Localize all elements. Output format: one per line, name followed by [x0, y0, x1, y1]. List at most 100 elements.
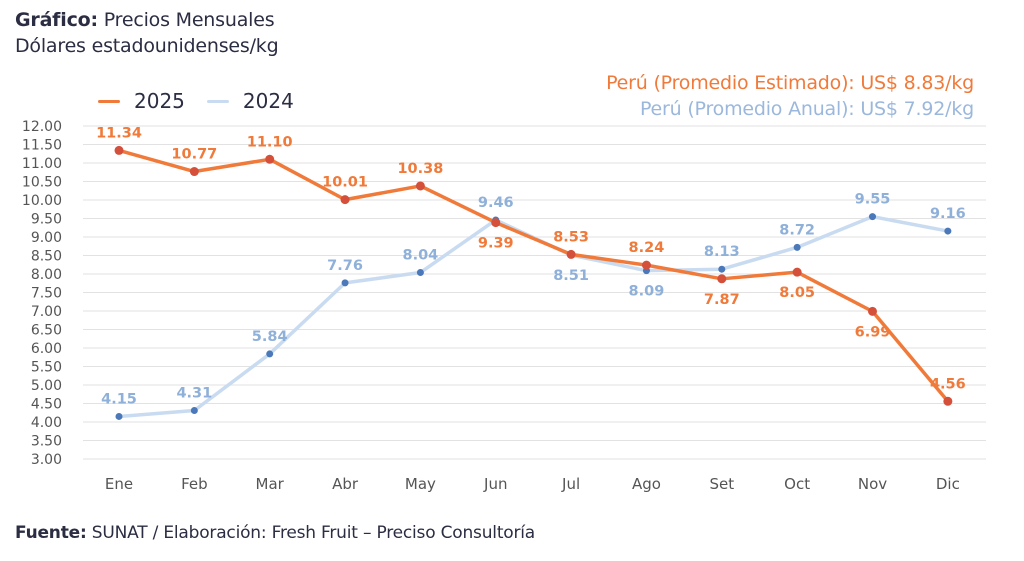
x-tick-label: Dic — [936, 475, 960, 493]
data-point-2024 — [115, 412, 123, 420]
chart-title: Gráfico: Precios Mensuales — [15, 7, 275, 33]
data-point-2025 — [641, 260, 651, 270]
data-label-2025: 10.77 — [171, 147, 217, 163]
y-tick-label: 6.00 — [31, 341, 62, 357]
data-point-2025 — [566, 249, 576, 259]
y-tick-label: 10.50 — [22, 175, 62, 191]
data-labels: 11.34 10.77 11.10 10.01 10.38 9.39 8.53 8.24 7.8… — [96, 125, 966, 407]
y-tick-label: 9.00 — [31, 230, 62, 246]
source-footer: Fuente: SUNAT / Elaboración: Fresh Fruit… — [15, 523, 535, 543]
data-label-2025: 6.99 — [855, 324, 891, 340]
chart-legend: 2025 2024 — [98, 89, 316, 113]
data-point-2025 — [265, 154, 275, 164]
y-tick-label: 11.50 — [22, 138, 62, 154]
x-tick-label: Ago — [632, 475, 661, 493]
data-point-2025 — [114, 145, 124, 155]
data-label-2024: 4.15 — [101, 391, 137, 407]
data-point-2024 — [190, 407, 198, 415]
y-tick-label: 8.50 — [31, 249, 62, 265]
data-label-2024: 9.55 — [855, 192, 891, 208]
x-tick-label: Abr — [332, 475, 359, 493]
data-point-2025 — [415, 181, 425, 191]
y-tick-label: 3.00 — [31, 452, 62, 468]
y-tick-label: 7.50 — [31, 286, 62, 302]
y-tick-label: 11.00 — [22, 156, 62, 172]
data-label-2025: 8.53 — [553, 229, 589, 245]
x-tick-label: Ene — [105, 475, 133, 493]
data-point-2024 — [416, 269, 424, 277]
y-tick-label: 9.50 — [31, 212, 62, 228]
y-tick-label: 4.50 — [31, 397, 62, 413]
data-label-2024: 9.46 — [478, 195, 514, 211]
data-label-2024: 8.51 — [553, 268, 589, 284]
data-point-2024 — [266, 350, 274, 358]
data-point-2025 — [491, 218, 501, 228]
data-point-2025 — [340, 195, 350, 205]
data-point-2024 — [869, 213, 876, 221]
data-label-2024: 8.72 — [779, 222, 815, 238]
data-label-2024: 7.76 — [327, 258, 363, 274]
annual-average-annotation: Perú (Promedio Anual): US$ 7.92/kg — [639, 98, 974, 120]
source-text: SUNAT / Elaboración: Fresh Fruit – Preci… — [86, 523, 536, 543]
legend-swatch-2025 — [98, 99, 120, 103]
y-tick-label: 8.00 — [31, 267, 62, 283]
y-tick-label: 12.00 — [22, 119, 62, 135]
x-tick-label: Set — [709, 475, 734, 493]
data-label-2025: 8.05 — [779, 285, 815, 301]
x-tick-label: Nov — [858, 475, 887, 493]
legend-item-2024: 2024 — [206, 89, 294, 113]
x-tick-label: Mar — [256, 475, 285, 493]
y-tick-label: 7.00 — [31, 304, 62, 320]
data-label-2024: 4.31 — [176, 386, 212, 402]
data-point-2024 — [341, 279, 349, 287]
y-tick-label: 4.00 — [31, 415, 62, 431]
legend-label-2025: 2025 — [134, 89, 185, 113]
data-point-2025 — [717, 274, 727, 284]
x-tick-label: Feb — [181, 475, 208, 493]
legend-label-2024: 2024 — [242, 89, 294, 113]
data-label-2025: 7.87 — [704, 292, 740, 308]
data-point-2024 — [944, 227, 952, 235]
data-label-2024: 9.16 — [930, 206, 966, 222]
x-tick-label: Oct — [784, 475, 810, 493]
data-label-2025: 4.56 — [930, 376, 966, 392]
series-line-2025 — [117, 148, 950, 404]
y-axis: 12.00 11.50 11.00 10.50 10.00 9.50 9.00 8.50 8.0… — [22, 119, 62, 468]
x-tick-label: May — [405, 475, 436, 493]
source-label: Fuente: — [15, 523, 87, 543]
data-label-2025: 11.10 — [247, 134, 293, 150]
data-label-2024: 8.09 — [629, 284, 665, 300]
data-label-2024: 8.13 — [704, 244, 740, 260]
y-tick-label: 3.50 — [31, 434, 62, 450]
x-axis: Ene Feb Mar Abr May Jun Jul Ago Set Oct Nov Dic — [105, 475, 960, 493]
y-tick-label: 5.00 — [31, 378, 62, 394]
data-point-2025 — [868, 306, 877, 316]
data-label-2025: 10.01 — [322, 175, 368, 191]
data-point-2024 — [793, 243, 801, 251]
series-group — [114, 145, 953, 420]
data-point-2025 — [189, 167, 199, 177]
data-point-2025 — [943, 396, 953, 406]
series-line-2024 — [117, 214, 950, 419]
data-label-2024: 5.84 — [252, 329, 288, 345]
estimated-average-annotation: Perú (Promedio Estimado): US$ 8.83/kg — [606, 72, 974, 94]
data-label-2024: 8.04 — [403, 248, 439, 264]
data-label-2025: 11.34 — [96, 125, 142, 141]
gridlines — [83, 125, 986, 460]
chart-title-prefix: Gráfico: — [15, 9, 98, 31]
x-tick-label: Jun — [483, 475, 507, 493]
data-point-2025 — [792, 267, 802, 277]
chart-subtitle: Dólares estadounidenses/kg — [15, 35, 279, 57]
y-tick-label: 10.00 — [22, 193, 62, 209]
y-tick-label: 6.50 — [31, 323, 62, 339]
chart-title-text: Precios Mensuales — [97, 9, 275, 31]
legend-swatch-2024 — [206, 99, 229, 103]
data-label-2025: 9.39 — [478, 236, 514, 252]
data-point-2024 — [718, 265, 726, 273]
data-label-2025: 10.38 — [397, 161, 443, 177]
y-tick-label: 5.50 — [31, 360, 62, 376]
x-tick-label: Jul — [561, 475, 580, 493]
legend-item-2025: 2025 — [98, 89, 185, 113]
data-label-2025: 8.24 — [629, 240, 665, 256]
